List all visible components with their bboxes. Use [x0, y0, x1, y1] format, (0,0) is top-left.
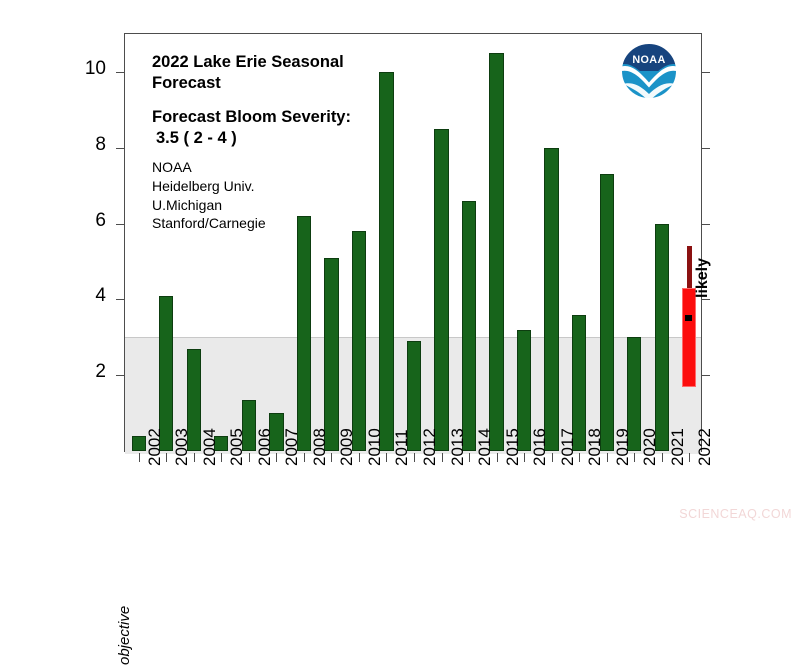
bar-2004 — [186, 348, 201, 451]
forecast-range-box — [682, 287, 697, 387]
y-tick-right-6 — [701, 223, 710, 225]
forecast-severity: Forecast Bloom Severity: 3.5 ( 2 - 4 ) — [152, 107, 412, 149]
x-tick-label-2022: 2022 — [695, 428, 715, 466]
bar-2006 — [241, 399, 256, 451]
x-tick-2012 — [414, 453, 415, 462]
bar-2011 — [379, 71, 394, 451]
y-tick-4 — [116, 299, 125, 301]
x-tick-label-2021: 2021 — [667, 428, 687, 466]
bar-2002 — [131, 435, 146, 451]
bar-2016 — [516, 329, 532, 451]
y-tick-8 — [116, 147, 125, 149]
x-tick-2018 — [579, 453, 581, 462]
y-tick-label-10: 10 — [84, 57, 106, 79]
x-tick-label-2010: 2010 — [364, 428, 384, 466]
x-tick-2016 — [524, 453, 526, 462]
bar-2012 — [406, 341, 422, 451]
watermark: SCIENCEAQ.COM — [679, 507, 792, 521]
y-tick-6 — [116, 223, 125, 225]
x-tick-label-2015: 2015 — [502, 428, 522, 466]
forecast-likely-marker — [684, 315, 693, 322]
y-tick-right-10 — [701, 71, 710, 73]
x-tick-2021 — [661, 453, 663, 462]
x-tick-2007 — [276, 453, 278, 462]
y-tick-2 — [116, 375, 125, 377]
x-tick-2011 — [386, 453, 388, 462]
x-tick-label-2005: 2005 — [227, 428, 247, 466]
x-tick-label-2018: 2018 — [585, 428, 605, 466]
x-tick-2009 — [331, 453, 333, 462]
plot-area: objective likely — [116, 33, 711, 665]
severity-value: 3.5 ( 2 - 4 ) — [156, 129, 237, 148]
x-tick-2020 — [634, 453, 636, 462]
severity-label: Forecast Bloom Severity: — [152, 108, 351, 127]
bar-2009 — [324, 257, 339, 451]
organization-3: U.Michigan — [152, 196, 223, 213]
organization-4: Stanford/Carnegie — [152, 215, 266, 232]
noaa-logo: NOAA — [613, 35, 685, 107]
chart-title: 2022 Lake Erie Seasonal Forecast — [152, 53, 344, 93]
noaa-logo-text: NOAA — [632, 54, 665, 66]
bar-2008 — [296, 215, 312, 451]
annotation-block: 2022 Lake Erie Seasonal Forecast Forecas… — [152, 52, 412, 233]
x-tick-2008 — [303, 453, 305, 462]
x-tick-label-2019: 2019 — [612, 428, 632, 466]
x-tick-label-2007: 2007 — [282, 428, 302, 466]
bar-2020 — [627, 337, 642, 451]
x-tick-label-2003: 2003 — [172, 428, 192, 466]
bar-2007 — [269, 413, 284, 451]
bar-2003 — [159, 295, 174, 451]
x-tick-2017 — [551, 453, 553, 462]
x-tick-label-2002: 2002 — [144, 428, 164, 466]
y-tick-label-6: 6 — [95, 209, 106, 231]
y-tick-right-2 — [701, 375, 710, 377]
x-tick-2015 — [496, 453, 498, 462]
x-tick-2005 — [221, 453, 223, 462]
organization-1: NOAA — [152, 159, 192, 176]
organization-2: Heidelberg Univ. — [152, 178, 255, 195]
x-tick-label-2011: 2011 — [392, 429, 412, 466]
x-tick-label-2006: 2006 — [254, 428, 274, 466]
bar-2005 — [214, 435, 229, 451]
bar-2015 — [489, 52, 504, 451]
x-tick-label-2017: 2017 — [557, 428, 577, 466]
bar-2021 — [654, 223, 669, 451]
x-tick-label-2020: 2020 — [640, 428, 660, 466]
x-tick-label-2008: 2008 — [309, 428, 329, 466]
x-tick-label-2009: 2009 — [337, 428, 357, 466]
figure: objective likely 2 4 6 8 10 2002 2003 2004 2005 2… — [84, 33, 792, 665]
x-tick-label-2004: 2004 — [199, 428, 219, 466]
x-tick-2014 — [469, 453, 471, 462]
bar-2017 — [544, 147, 559, 451]
x-tick-label-2013: 2013 — [447, 428, 467, 466]
x-tick-2019 — [606, 453, 608, 462]
y-tick-10 — [116, 71, 125, 73]
x-tick-label-2016: 2016 — [530, 428, 550, 466]
forecast-whisker — [686, 246, 692, 288]
objective-band-label: objective — [116, 605, 133, 665]
bar-2019 — [599, 174, 614, 451]
bar-2014 — [461, 200, 477, 451]
y-tick-right-8 — [701, 147, 710, 149]
y-tick-label-4: 4 — [95, 285, 106, 307]
x-tick-2003 — [166, 453, 168, 462]
y-tick-right-4 — [701, 299, 710, 301]
x-tick-2006 — [248, 453, 250, 462]
x-tick-label-2014: 2014 — [475, 428, 495, 466]
x-tick-2004 — [193, 453, 195, 462]
x-tick-label-2012: 2012 — [420, 428, 439, 466]
x-tick-2010 — [358, 453, 360, 462]
x-tick-2002 — [138, 453, 140, 462]
bar-2010 — [351, 231, 367, 451]
forecast-likely-label: likely — [693, 257, 711, 298]
x-tick-2013 — [441, 453, 443, 462]
bar-2013 — [434, 128, 449, 451]
y-tick-label-8: 8 — [95, 133, 106, 155]
organizations-list: NOAA Heidelberg Univ. U.Michigan Stanford/C… — [152, 158, 412, 232]
y-tick-label-2: 2 — [95, 361, 106, 383]
x-tick-2022 — [689, 453, 691, 462]
bar-2018 — [571, 314, 587, 451]
